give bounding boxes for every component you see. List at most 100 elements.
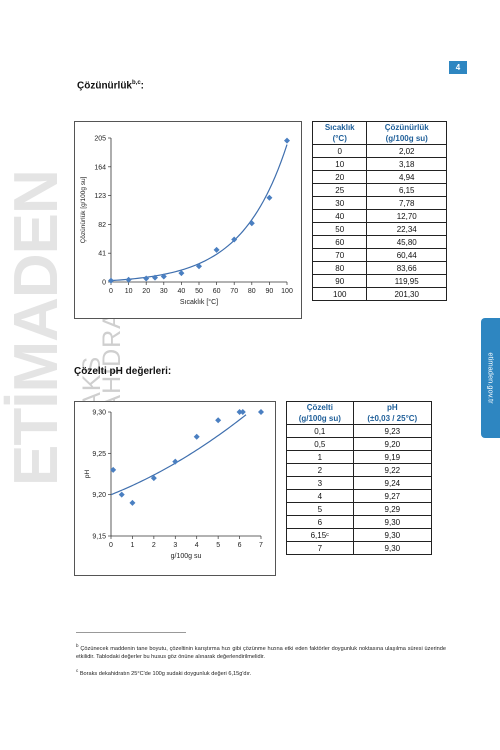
table-cell: 0,5 [286, 437, 354, 451]
x-tick-label: 3 [173, 542, 177, 549]
ph-chart: 0 1 2 3 4 5 6 7 9,15 9,20 9,25 9,30 g/100g su pH [74, 401, 276, 576]
solubility-col-header: Sıcaklık (°C) [311, 121, 368, 145]
footnote-c: c Boraks dekahidratın 25°C'de 100g sudak… [76, 667, 252, 677]
trend-line [110, 414, 247, 496]
website-side-tab[interactable]: etimaden.gov.tr [481, 318, 500, 438]
ph-heading: Çözelti pH değerleri: [74, 366, 172, 377]
x-tick-label: 60 [213, 288, 221, 295]
data-point [118, 491, 125, 498]
table-cell: 4,94 [366, 170, 447, 184]
table-cell: 40 [311, 209, 368, 223]
table-cell: 70 [311, 248, 368, 262]
table-cell: 2 [286, 463, 354, 477]
table-row: 80 83,66 [311, 261, 447, 275]
table-cell: 83,66 [366, 261, 447, 275]
data-point [239, 409, 246, 415]
table-row: 50 22,34 [311, 222, 447, 236]
y-tick-label: 82 [98, 222, 106, 229]
x-tick-label: 100 [281, 288, 293, 295]
x-axis-label: g/100g su [171, 553, 202, 560]
x-tick-label: 30 [160, 288, 168, 295]
table-cell: 50 [311, 222, 368, 236]
x-tick-label: 7 [259, 542, 263, 549]
x-tick-label: 90 [266, 288, 274, 295]
data-point [266, 194, 273, 201]
x-tick-label: 5 [216, 542, 220, 549]
x-tick-label: 10 [125, 288, 133, 295]
data-point [284, 137, 290, 144]
table-cell: 9,30 [352, 541, 433, 555]
solubility-chart: 0 10 20 30 40 50 60 70 80 90 100 0 41 82 123 164 205 Sıca… [74, 121, 302, 319]
table-cell: 60 [311, 235, 368, 249]
table-row: 5 9,29 [286, 502, 433, 516]
table-row: 70 60,44 [311, 248, 447, 262]
table-header-row: Sıcaklık (°C) Çözünürlük (g/100g su) [311, 121, 447, 145]
x-tick-label: 50 [195, 288, 203, 295]
x-tick-label: 6 [238, 542, 242, 549]
solubility-heading: Çözünürlükb,c: [77, 80, 145, 92]
data-point [108, 277, 114, 284]
table-cell: 6,15ᶜ [286, 528, 354, 542]
table-row: 2 9,22 [286, 463, 433, 477]
y-tick-label: 41 [98, 251, 106, 258]
data-point [213, 246, 220, 253]
ph-chart-svg: 0 1 2 3 4 5 6 7 9,15 9,20 9,25 9,30 g/100g su pH [84, 409, 264, 560]
data-point [152, 274, 158, 281]
solubility-table: Sıcaklık (°C) Çözünürlük (g/100g su) 0 2,02 1… [311, 121, 447, 301]
data-point [236, 409, 243, 415]
x-tick-label: 20 [142, 288, 150, 295]
solubility-col-header: Çözünürlük (g/100g su) [366, 121, 447, 145]
table-cell: 30 [311, 196, 368, 210]
table-row: 7 9,30 [286, 541, 433, 555]
table-row: 6,15ᶜ 9,30 [286, 528, 433, 542]
x-tick-label: 2 [152, 542, 156, 549]
x-tick-label: 1 [130, 542, 134, 549]
y-tick-label: 9,30 [92, 410, 106, 417]
website-label: etimaden.gov.tr [486, 352, 495, 404]
ph-col-header: pH (±0,03 / 25°C) [352, 401, 433, 425]
x-tick-label: 4 [195, 542, 199, 549]
table-row: 6 9,30 [286, 515, 433, 529]
data-point [248, 220, 255, 227]
watermark-brand: ETİMADEN [2, 170, 71, 486]
table-cell: 80 [311, 261, 368, 275]
table-row: 3 9,24 [286, 476, 433, 490]
y-tick-label: 0 [102, 280, 106, 287]
table-cell: 9,30 [352, 528, 433, 542]
data-point [231, 236, 238, 243]
footnotes: b Çözünecek maddenin tane boyutu, çözelt… [76, 642, 446, 684]
data-point [215, 417, 222, 424]
table-cell: 5 [286, 502, 354, 516]
table-cell: 9,27 [352, 489, 433, 503]
y-tick-label: 9,15 [92, 534, 106, 541]
table-cell: 201,30 [366, 287, 447, 301]
x-tick-label: 80 [248, 288, 256, 295]
table-row: 0,1 9,23 [286, 424, 433, 438]
table-cell: 10 [311, 157, 368, 171]
table-row: 0,5 9,20 [286, 437, 433, 451]
y-tick-label: 123 [94, 193, 106, 200]
data-point [178, 270, 185, 277]
data-point [150, 475, 157, 482]
table-row: 60 45,80 [311, 235, 447, 249]
table-cell: 12,70 [366, 209, 447, 223]
y-axis-label: pH [84, 470, 91, 479]
table-cell: 3 [286, 476, 354, 490]
table-row: 10 3,18 [311, 157, 447, 171]
y-axis-label: Çözünürlük [g/100g su] [80, 176, 87, 243]
page-number: 4 [449, 61, 467, 74]
data-point [110, 466, 117, 473]
table-row: 1 9,19 [286, 450, 433, 464]
table-cell: 90 [311, 274, 368, 288]
table-cell: 60,44 [366, 248, 447, 262]
table-cell: 22,34 [366, 222, 447, 236]
data-point [160, 273, 167, 280]
y-tick-label: 205 [94, 136, 106, 143]
y-tick-label: 9,25 [92, 451, 106, 458]
table-cell: 9,19 [352, 450, 433, 464]
table-cell: 2,02 [366, 144, 447, 158]
table-cell: 9,20 [352, 437, 433, 451]
table-cell: 3,18 [366, 157, 447, 171]
table-row: 100 201,30 [311, 287, 447, 301]
table-cell: 6,15 [366, 183, 447, 197]
